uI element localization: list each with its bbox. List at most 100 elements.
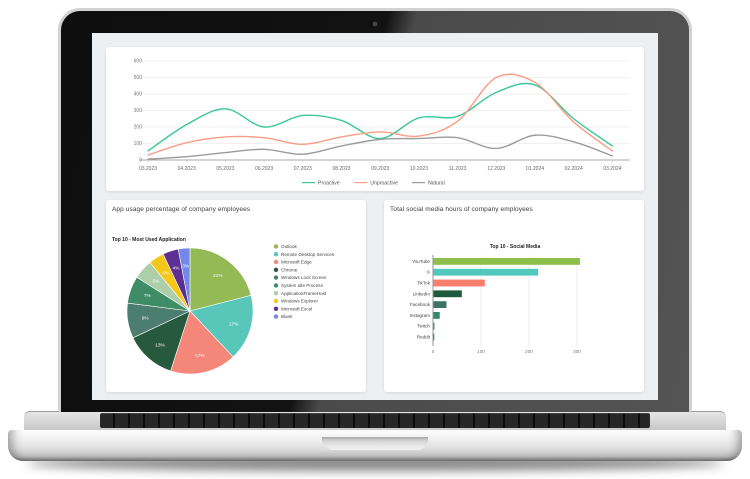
svg-text:5%: 5% <box>153 279 161 285</box>
svg-text:600: 600 <box>134 59 143 65</box>
bar-linkedin <box>433 290 462 298</box>
line-chart-card: 0 100 200 300 400 500 600 03.2023 04.2023 05.2023… <box>106 47 644 191</box>
series-line-unproactive <box>147 73 614 156</box>
pie-legend-item: Microsoft Excel <box>273 306 312 311</box>
svg-text:08.2023: 08.2023 <box>332 166 350 172</box>
pie-legend-item: Windows Explorer <box>273 299 318 304</box>
svg-text:03.2023: 03.2023 <box>139 166 157 172</box>
pie-chart-card: App usage percentage of company employee… <box>106 200 366 392</box>
svg-text:02.2024: 02.2024 <box>565 166 583 172</box>
bar-chart-title: Total social media hours of company empl… <box>390 206 533 213</box>
svg-text:Facebook: Facebook <box>410 302 431 307</box>
svg-text:17%: 17% <box>229 321 239 327</box>
pie-legend-item: Windows Lock Screen <box>273 275 327 280</box>
svg-text:Outlook: Outlook <box>281 244 298 249</box>
pie-legend-item: System Idle Process <box>273 283 324 288</box>
bar-chart-card: Total social media hours of company empl… <box>384 200 644 392</box>
svg-text:03.2024: 03.2024 <box>603 166 621 172</box>
bar-chart: Top 10 - Social Media 0 100 200 300 YouTube X T… <box>410 244 582 354</box>
pie-chart: Top 10 - Most Used Application 21% 17% 17% 1… <box>112 237 335 375</box>
pie-slice-9 <box>177 247 191 312</box>
svg-text:Unproactive: Unproactive <box>370 181 398 187</box>
legend-item-unproactive: Unproactive <box>354 181 398 187</box>
pie-slice-2 <box>170 310 234 375</box>
svg-text:Twitch: Twitch <box>417 324 430 329</box>
svg-text:10.2023: 10.2023 <box>410 166 428 172</box>
svg-text:100: 100 <box>134 141 143 147</box>
svg-text:Remote Desktop Services: Remote Desktop Services <box>281 252 335 257</box>
svg-text:400: 400 <box>134 92 143 98</box>
svg-text:17%: 17% <box>195 353 205 359</box>
svg-text:200: 200 <box>525 349 533 354</box>
svg-text:06.2023: 06.2023 <box>255 166 273 172</box>
series-line-natural <box>147 134 614 160</box>
svg-text:09.2023: 09.2023 <box>371 166 389 172</box>
bar-instagram <box>433 312 440 319</box>
webcam-icon <box>373 22 377 26</box>
legend-item-proactive: Proactive <box>302 181 340 187</box>
svg-text:4%: 4% <box>173 265 181 271</box>
pie-slice-0 <box>189 247 252 312</box>
svg-text:07.2023: 07.2023 <box>294 166 312 172</box>
svg-text:500: 500 <box>134 75 143 81</box>
bar-youtube <box>433 258 580 265</box>
svg-text:04.2023: 04.2023 <box>178 166 196 172</box>
svg-text:4%: 4% <box>162 270 170 276</box>
svg-text:YouTube: YouTube <box>412 259 430 264</box>
bar-x <box>433 268 539 276</box>
svg-text:Microsoft Excel: Microsoft Excel <box>281 306 312 311</box>
laptop-base <box>8 430 742 461</box>
svg-text:System Idle Process: System Idle Process <box>281 283 324 288</box>
svg-text:Windows Lock Screen: Windows Lock Screen <box>281 275 327 280</box>
svg-text:TikTok: TikTok <box>417 281 431 286</box>
svg-text:05.2023: 05.2023 <box>216 166 234 172</box>
bar-facebook <box>433 301 447 308</box>
svg-text:Blank: Blank <box>281 314 293 319</box>
svg-text:0: 0 <box>139 158 142 164</box>
bar-subtitle: Top 10 - Social Media <box>490 244 541 250</box>
pie-subtitle: Top 10 - Most Used Application <box>112 237 186 243</box>
svg-text:Windows Explorer: Windows Explorer <box>281 299 318 304</box>
pie-legend-item: Outlook <box>273 244 298 249</box>
svg-text:LinkedIn: LinkedIn <box>413 291 431 296</box>
svg-text:X: X <box>427 270 430 275</box>
legend-item-natural: Natural <box>412 181 445 187</box>
pie-legend-item: Microsoft Edge <box>273 260 312 265</box>
laptop-keyboard <box>100 413 650 428</box>
svg-text:Chrome: Chrome <box>281 267 298 272</box>
bar-tiktok <box>433 279 485 287</box>
svg-text:Microsoft Edge: Microsoft Edge <box>281 260 312 265</box>
series-line-proactive <box>147 82 614 152</box>
pie-legend-item: ApplicationFrameHost <box>273 291 327 296</box>
bar-reddit <box>433 333 435 341</box>
pie-legend-item: Chrome <box>273 267 298 272</box>
pie-chart-title: App usage percentage of company employee… <box>112 206 251 213</box>
line-chart: 0 100 200 300 400 500 600 03.2023 04.2023 05.2023… <box>134 59 630 187</box>
bar-twitch <box>433 322 435 330</box>
svg-text:13%: 13% <box>155 343 165 349</box>
svg-text:100: 100 <box>477 349 485 354</box>
pie-slice-1 <box>189 294 254 358</box>
laptop-lid-notch <box>322 437 428 450</box>
svg-text:Instagram: Instagram <box>410 313 431 318</box>
svg-text:12.2023: 12.2023 <box>487 166 505 172</box>
svg-text:300: 300 <box>134 108 143 114</box>
dashboard-screen: 0 100 200 300 400 500 600 03.2023 04.2023 05.2023… <box>92 33 658 400</box>
svg-text:Proactive: Proactive <box>318 181 340 187</box>
svg-text:11.2023: 11.2023 <box>449 166 467 172</box>
pie-legend-item: Blank <box>273 314 293 319</box>
svg-text:9%: 9% <box>142 316 150 322</box>
svg-text:ApplicationFrameHost: ApplicationFrameHost <box>281 291 327 296</box>
svg-text:7%: 7% <box>144 293 152 299</box>
svg-text:200: 200 <box>134 125 143 131</box>
svg-text:3%: 3% <box>182 263 190 269</box>
svg-text:Natural: Natural <box>428 181 445 187</box>
svg-text:0: 0 <box>432 349 435 354</box>
pie-legend-item: Remote Desktop Services <box>273 252 335 257</box>
svg-text:300: 300 <box>573 349 581 354</box>
svg-text:01.2024: 01.2024 <box>526 166 544 172</box>
svg-text:21%: 21% <box>213 273 223 279</box>
laptop-lid: 0 100 200 300 400 500 600 03.2023 04.2023 05.2023… <box>58 8 692 412</box>
svg-text:Reddit: Reddit <box>417 335 431 340</box>
